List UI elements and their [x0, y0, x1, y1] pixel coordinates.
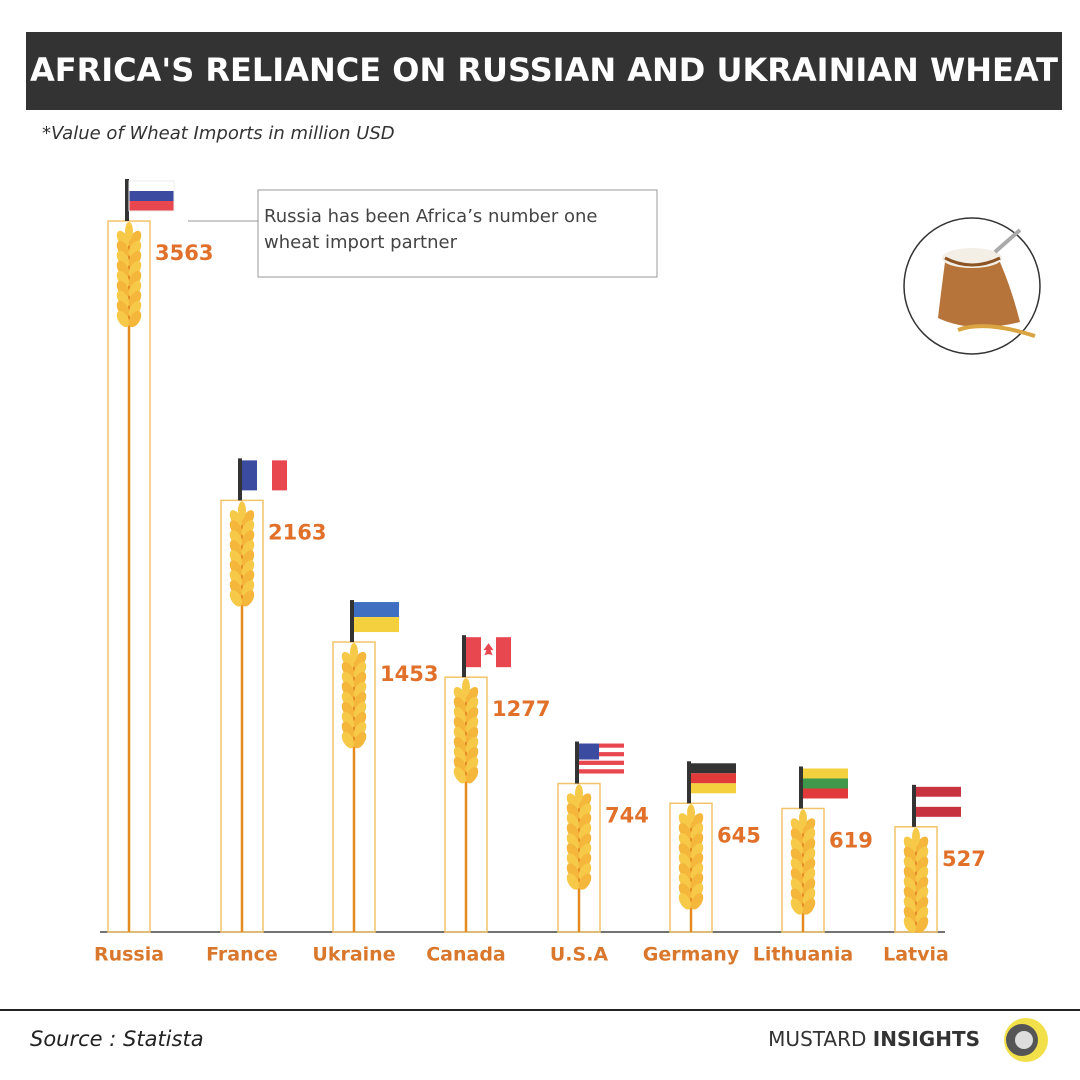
- sack-icon: [903, 217, 1041, 355]
- brand: MUSTARD INSIGHTS: [768, 1027, 980, 1051]
- wheat-ear: [229, 501, 255, 932]
- flag-stripe: [579, 764, 624, 770]
- flag-stripe: [691, 783, 736, 794]
- value-label: 2163: [268, 520, 326, 544]
- wheat-tip: [687, 804, 695, 823]
- x-tick-label: U.S.A: [550, 944, 609, 966]
- flag-stripe: [916, 796, 961, 807]
- flag-stripe: [916, 806, 961, 817]
- wheat-ear: [903, 827, 929, 934]
- wheat-grain: [678, 893, 692, 910]
- wheat-ear: [453, 678, 479, 932]
- flag-stripe: [803, 788, 848, 799]
- wheat-grain: [802, 898, 816, 915]
- flag-stripe: [272, 460, 287, 491]
- flag-stripe: [242, 460, 257, 491]
- wheat-grain: [241, 590, 255, 607]
- flag-edge: [128, 180, 175, 212]
- wheat-ear: [790, 809, 816, 932]
- title-bar: [26, 32, 1062, 110]
- x-tick-label: Russia: [94, 944, 164, 966]
- chart-title: AFRICA'S RELIANCE ON RUSSIAN AND UKRAINI…: [30, 51, 1058, 89]
- value-label: 527: [942, 847, 986, 871]
- flag-stripe: [691, 763, 736, 774]
- x-tick-label: Ukraine: [312, 944, 395, 966]
- wheat-grain: [116, 310, 130, 328]
- flag: [687, 761, 736, 804]
- flag-stripe: [803, 768, 848, 779]
- wheat-grain: [229, 590, 243, 607]
- flag-stripe: [916, 786, 961, 797]
- flag-stripe: [129, 191, 174, 201]
- wheat-grain: [578, 873, 592, 890]
- flag-stripe: [129, 201, 174, 211]
- flag-stripe: [257, 460, 272, 491]
- flag: [238, 458, 287, 501]
- value-label: 619: [829, 828, 873, 852]
- annotation-box: [257, 189, 658, 278]
- flag-stripe: [466, 637, 481, 668]
- annotation-wrap: Russia has been Africa’s number one whea…: [264, 206, 598, 253]
- wheat-grain: [566, 873, 580, 890]
- wheat-tip: [125, 222, 133, 240]
- flag-canton: [579, 743, 599, 760]
- annotation: Russia has been Africa’s number one whea…: [264, 206, 598, 253]
- flag: [799, 766, 848, 809]
- wheat-tip: [799, 809, 807, 828]
- flag-stripe: [579, 752, 624, 757]
- wheat-tip: [912, 827, 920, 846]
- wheat-ear: [566, 784, 592, 932]
- flag: [125, 179, 175, 221]
- flag-stripe: [579, 769, 624, 774]
- wheat-grain: [353, 731, 367, 749]
- flag-leaf: [483, 643, 494, 661]
- flag-stripe: [129, 181, 174, 191]
- x-tick-label: Germany: [643, 944, 740, 966]
- wheat-tip: [462, 678, 470, 697]
- x-tick-label: Canada: [426, 944, 506, 966]
- wheat-grain: [690, 893, 704, 910]
- wheat-grain: [790, 898, 804, 915]
- value-label: 645: [717, 823, 761, 847]
- x-tick-label: Latvia: [883, 944, 949, 966]
- wheat-ear: [678, 804, 704, 932]
- wheat-grain: [128, 310, 142, 328]
- flag: [350, 600, 399, 643]
- flag-stripe: [354, 602, 399, 618]
- value-label: 1277: [492, 697, 550, 721]
- wheat-grain: [903, 916, 917, 934]
- flag-stripe: [579, 747, 624, 753]
- source: Source : Statista: [30, 1027, 204, 1051]
- brand-first: MUSTARD: [768, 1027, 866, 1051]
- wheat-grain: [915, 916, 929, 934]
- flag-stripe: [354, 617, 399, 633]
- flag-stripe: [496, 637, 511, 668]
- flag-stripe: [803, 778, 848, 789]
- x-tick-label: Lithuania: [753, 944, 853, 966]
- value-label: 1453: [380, 662, 438, 686]
- x-tick-label: France: [206, 944, 278, 966]
- flag-stripe: [579, 760, 624, 765]
- wheat-tip: [350, 643, 358, 662]
- wheat-ear: [116, 222, 142, 932]
- brand-logo: [1004, 1018, 1048, 1062]
- flag: [912, 784, 961, 827]
- wheat-grain: [453, 766, 467, 784]
- flag-stripe: [579, 756, 624, 761]
- value-label: 3563: [155, 241, 213, 265]
- brand-second: INSIGHTS: [873, 1027, 980, 1051]
- wheat-ear: [341, 643, 367, 932]
- value-label: 744: [605, 804, 649, 828]
- wheat-grain: [465, 766, 479, 784]
- wheat-tip: [238, 501, 246, 520]
- subtitle: *Value of Wheat Imports in million USD: [42, 123, 395, 144]
- flag-stripe: [691, 773, 736, 784]
- wheat-tip: [575, 784, 583, 803]
- wheat-grain: [341, 731, 355, 749]
- flag: [462, 635, 511, 678]
- flag: [575, 741, 624, 784]
- flag-stripe: [579, 743, 624, 748]
